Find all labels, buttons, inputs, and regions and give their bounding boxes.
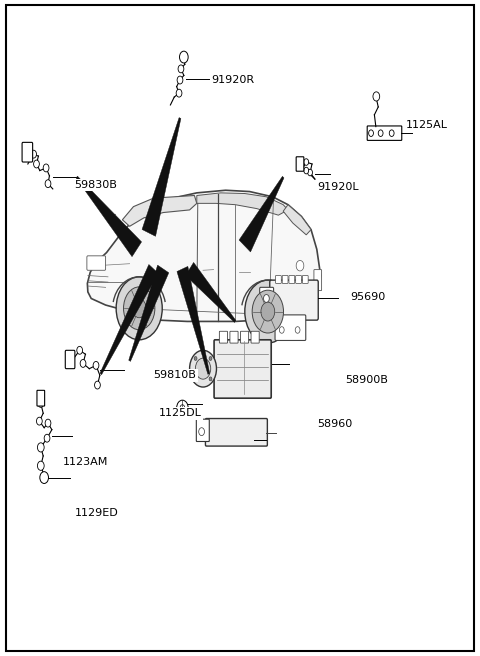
Circle shape — [295, 327, 300, 333]
Circle shape — [194, 377, 197, 381]
Circle shape — [245, 280, 291, 343]
Circle shape — [45, 180, 51, 188]
FancyBboxPatch shape — [275, 315, 306, 340]
FancyBboxPatch shape — [296, 276, 301, 283]
Text: 59810B: 59810B — [154, 370, 196, 380]
FancyBboxPatch shape — [240, 331, 249, 343]
Circle shape — [209, 356, 212, 360]
FancyBboxPatch shape — [219, 331, 228, 343]
Text: 95690: 95690 — [350, 291, 385, 302]
FancyBboxPatch shape — [260, 287, 274, 310]
FancyBboxPatch shape — [230, 331, 238, 343]
Circle shape — [123, 287, 155, 330]
Text: 1129ED: 1129ED — [74, 508, 118, 518]
Circle shape — [180, 405, 185, 411]
Circle shape — [264, 295, 269, 302]
FancyBboxPatch shape — [196, 419, 209, 441]
Text: 1125AL: 1125AL — [406, 119, 447, 130]
Circle shape — [181, 53, 187, 61]
FancyBboxPatch shape — [22, 142, 33, 162]
Polygon shape — [197, 193, 288, 215]
Text: 58900B: 58900B — [346, 375, 388, 386]
Circle shape — [77, 346, 83, 354]
Polygon shape — [142, 117, 181, 236]
Text: 91920R: 91920R — [211, 75, 254, 85]
Circle shape — [308, 169, 312, 176]
FancyBboxPatch shape — [282, 276, 288, 283]
FancyBboxPatch shape — [37, 390, 45, 406]
Polygon shape — [76, 176, 142, 256]
FancyBboxPatch shape — [314, 270, 322, 291]
Polygon shape — [283, 205, 311, 235]
Circle shape — [177, 76, 183, 84]
Text: 91920L: 91920L — [317, 182, 359, 192]
FancyBboxPatch shape — [367, 126, 402, 140]
Circle shape — [252, 290, 284, 333]
Circle shape — [177, 400, 188, 416]
Polygon shape — [100, 264, 158, 375]
FancyBboxPatch shape — [296, 157, 304, 171]
Circle shape — [279, 327, 284, 333]
Circle shape — [45, 419, 51, 427]
Circle shape — [116, 277, 162, 340]
Circle shape — [178, 65, 184, 73]
Circle shape — [80, 359, 86, 367]
Polygon shape — [122, 195, 197, 226]
Circle shape — [296, 260, 304, 271]
Circle shape — [209, 377, 212, 381]
Polygon shape — [177, 266, 210, 375]
Circle shape — [34, 160, 39, 168]
Circle shape — [36, 417, 42, 425]
Circle shape — [180, 51, 188, 63]
Circle shape — [44, 434, 50, 442]
Polygon shape — [87, 190, 321, 321]
Polygon shape — [239, 176, 284, 252]
FancyBboxPatch shape — [289, 276, 295, 283]
Circle shape — [37, 443, 44, 452]
FancyBboxPatch shape — [270, 280, 318, 320]
Circle shape — [304, 167, 309, 174]
Circle shape — [304, 159, 309, 165]
FancyBboxPatch shape — [65, 350, 75, 369]
Circle shape — [95, 381, 100, 389]
Circle shape — [373, 92, 380, 101]
Circle shape — [43, 164, 49, 172]
FancyBboxPatch shape — [205, 419, 267, 446]
Circle shape — [378, 130, 383, 136]
FancyBboxPatch shape — [302, 276, 308, 283]
Circle shape — [199, 428, 204, 436]
Polygon shape — [129, 265, 169, 361]
Circle shape — [389, 130, 394, 136]
Circle shape — [31, 150, 36, 158]
Circle shape — [194, 356, 197, 360]
FancyBboxPatch shape — [87, 256, 106, 270]
FancyBboxPatch shape — [251, 331, 259, 343]
Circle shape — [195, 358, 211, 379]
Text: 58960: 58960 — [317, 419, 352, 430]
Circle shape — [369, 130, 373, 136]
Circle shape — [40, 472, 48, 483]
Circle shape — [176, 89, 182, 97]
Text: 1125DL: 1125DL — [158, 408, 201, 419]
Text: 59830B: 59830B — [74, 180, 117, 190]
Circle shape — [37, 461, 44, 470]
Text: 1123AM: 1123AM — [62, 457, 108, 468]
Circle shape — [132, 299, 146, 318]
FancyBboxPatch shape — [214, 340, 271, 398]
Circle shape — [93, 361, 99, 369]
Polygon shape — [186, 262, 236, 323]
Circle shape — [190, 350, 216, 387]
Circle shape — [38, 400, 44, 407]
FancyBboxPatch shape — [276, 276, 281, 283]
Circle shape — [261, 302, 275, 321]
